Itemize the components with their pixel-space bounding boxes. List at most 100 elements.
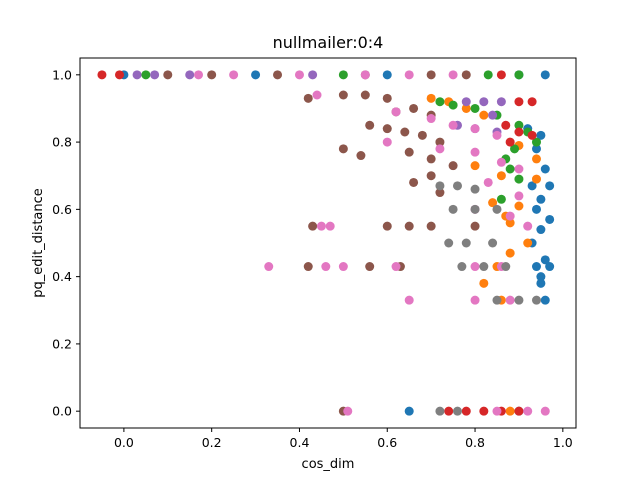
scatter-point [382, 221, 392, 231]
scatter-point [470, 221, 480, 231]
scatter-point [404, 295, 414, 305]
scatter-point [483, 177, 493, 187]
x-tick-label: 0.0 [114, 435, 134, 450]
scatter-point [505, 218, 515, 228]
scatter-point [531, 174, 541, 184]
scatter-point [527, 130, 537, 140]
scatter-point [308, 70, 318, 80]
scatter-point [531, 154, 541, 164]
scatter-point [527, 97, 537, 107]
scatter-point [356, 151, 366, 161]
scatter-point [496, 70, 506, 80]
scatter-point [312, 90, 322, 100]
scatter-point [510, 144, 520, 154]
scatter-point [540, 255, 550, 265]
scatter-point [523, 406, 533, 416]
scatter-point [448, 120, 458, 130]
scatter-point [545, 181, 555, 191]
scatter-point [325, 221, 335, 231]
scatter-point [514, 295, 524, 305]
scatter-point [488, 110, 498, 120]
scatter-point [514, 164, 524, 174]
scatter-point [514, 70, 524, 80]
scatter-point [479, 262, 489, 272]
scatter-point [448, 161, 458, 171]
scatter-point [185, 70, 195, 80]
scatter-point [540, 295, 550, 305]
scatter-point [479, 406, 489, 416]
scatter-point [536, 272, 546, 282]
scatter-point [501, 262, 511, 272]
scatter-point [470, 262, 480, 272]
scatter-point [426, 221, 436, 231]
y-tick-label: 1.0 [52, 67, 72, 82]
scatter-point [308, 221, 318, 231]
scatter-point [470, 184, 480, 194]
scatter-point [360, 90, 370, 100]
series-7 [435, 181, 541, 416]
x-tick-label: 0.2 [202, 435, 222, 450]
scatter-point [536, 194, 546, 204]
scatter-point [150, 70, 160, 80]
scatter-point [505, 164, 515, 174]
scatter-point [523, 221, 533, 231]
scatter-point [514, 97, 524, 107]
scatter-point [496, 157, 506, 167]
scatter-point [338, 90, 348, 100]
scatter-point [470, 147, 480, 157]
scatter-point [400, 127, 410, 137]
scatter-point [404, 147, 414, 157]
scatter-point [303, 262, 313, 272]
scatter-point [514, 127, 524, 137]
chart-title: nullmailer:0:4 [273, 33, 384, 52]
scatter-point [163, 70, 173, 80]
scatter-point [382, 124, 392, 134]
scatter-point [470, 204, 480, 214]
scatter-point [540, 164, 550, 174]
scatter-point [461, 103, 471, 113]
scatter-point [505, 248, 515, 258]
scatter-point [470, 161, 480, 171]
scatter-point [409, 177, 419, 187]
scatter-point [448, 204, 458, 214]
scatter-point [479, 278, 489, 288]
scatter-point [273, 70, 283, 80]
scatter-point [115, 70, 125, 80]
scatter-point [409, 103, 419, 113]
scatter-point [523, 238, 533, 248]
y-tick-label: 0.8 [52, 135, 72, 150]
scatter-point [321, 262, 331, 272]
x-axis-ticks: 0.0 0.2 0.4 0.6 0.8 1.0 [114, 428, 573, 450]
scatter-point [382, 70, 392, 80]
scatter-point [461, 70, 471, 80]
scatter-point [531, 144, 541, 154]
scatter-point [229, 70, 239, 80]
x-axis-label: cos_dim [302, 457, 355, 472]
scatter-point [496, 97, 506, 107]
scatter-point [461, 406, 471, 416]
scatter-point [536, 130, 546, 140]
scatter-point [470, 124, 480, 134]
scatter-point [492, 204, 502, 214]
scatter-point [426, 114, 436, 124]
scatter-point [444, 406, 454, 416]
scatter-point [435, 137, 445, 147]
scatter-point [540, 406, 550, 416]
x-tick-label: 0.6 [377, 435, 397, 450]
scatter-point [448, 70, 458, 80]
scatter-point [391, 107, 401, 117]
scatter-point [470, 295, 480, 305]
scatter-point [391, 262, 401, 272]
scatter-point [404, 70, 414, 80]
scatter-point [251, 70, 261, 80]
y-tick-label: 0.0 [52, 404, 72, 419]
scatter-point [452, 181, 462, 191]
scatter-point [492, 130, 502, 140]
scatter-point [404, 221, 414, 231]
y-tick-label: 0.6 [52, 202, 72, 217]
scatter-point [488, 198, 498, 208]
y-axis-ticks: 0.0 0.2 0.4 0.6 0.8 1.0 [52, 67, 80, 419]
scatter-point [505, 295, 515, 305]
y-tick-label: 0.4 [52, 269, 72, 284]
